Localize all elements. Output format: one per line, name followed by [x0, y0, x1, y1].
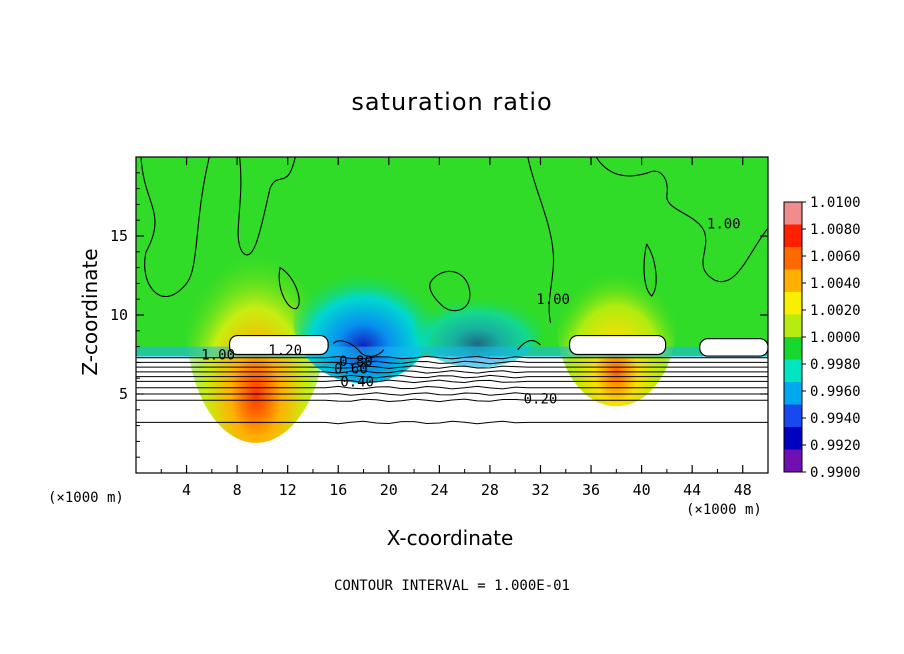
contour-label-7: 1.00 [536, 292, 570, 308]
contour-label-2: 1.20 [268, 343, 302, 359]
colorbar-swatch-2 [784, 224, 802, 248]
cloud-patch-2 [568, 334, 667, 356]
contour-line-lower-2 [136, 360, 768, 365]
colorbar-swatch-11 [784, 427, 802, 450]
colorbar-swatch-3 [784, 247, 802, 270]
colorbar-label-2: 1.0080 [810, 222, 861, 238]
colorbar-swatch-12 [784, 449, 802, 473]
x-tick-label-44: 44 [683, 481, 701, 499]
field-maximum-left [186, 202, 327, 443]
colorbar-label-5: 1.0020 [810, 303, 861, 319]
colorbar-label-4: 1.0040 [810, 276, 861, 292]
colorbar-swatch-4 [784, 269, 802, 293]
colorbar-swatch-5 [784, 292, 802, 315]
contour-label-6: 0.20 [524, 392, 558, 408]
contour-upper-left-3 [278, 266, 300, 310]
contour-line-lower-7 [136, 385, 768, 390]
x-unit-right: (×1000 m) [686, 502, 762, 518]
x-tick-label-16: 16 [329, 481, 347, 499]
colorbar-label-8: 0.9960 [810, 384, 861, 400]
x-tick-label-8: 8 [233, 481, 242, 499]
contour-upper-left-2 [237, 157, 296, 256]
field-maximum-right [556, 236, 677, 407]
x-tick-label-32: 32 [531, 481, 549, 499]
x-tick-label-24: 24 [430, 481, 448, 499]
contour-label-5: 0.40 [340, 374, 374, 390]
contour-label-8: 1.00 [707, 216, 741, 232]
contour-interval-note: CONTOUR INTERVAL = 1.000E-01 [333, 578, 570, 594]
x-tick-label-12: 12 [279, 481, 297, 499]
colorbar-label-11: 0.9900 [810, 465, 861, 481]
x-tick-label-36: 36 [582, 481, 600, 499]
contour-upper-right-small [643, 243, 657, 297]
colorbar-swatch-6 [784, 314, 802, 338]
colorbar-label-7: 0.9980 [810, 357, 861, 373]
contour-line-lower-6 [136, 379, 768, 384]
colorbar-label-9: 0.9940 [810, 411, 861, 427]
contour-cloud-edge-right [517, 340, 541, 351]
contour-upper-center-right [527, 157, 555, 324]
colorbar-swatch-10 [784, 404, 802, 428]
colorbar-label-3: 1.0060 [810, 249, 861, 265]
y-tick-label-10: 10 [110, 306, 128, 324]
x-tick-label-20: 20 [380, 481, 398, 499]
contour-line-lower-9 [136, 398, 768, 403]
y-tick-label-15: 15 [110, 227, 128, 245]
colorbar-swatch-9 [784, 382, 802, 405]
colorbar-label-1: 1.0100 [810, 195, 861, 211]
colorbar-swatch-8 [784, 359, 802, 383]
x-tick-label-4: 4 [182, 481, 191, 499]
contour-label-4: 0.60 [334, 362, 368, 378]
x-axis-label: X-coordinate [386, 526, 514, 550]
contour-line-lower-1 [136, 355, 768, 360]
x-tick-label-28: 28 [481, 481, 499, 499]
field-boundary-band [136, 346, 768, 358]
colorbar-swatch-7 [784, 337, 802, 360]
contour-upper-left-1 [140, 157, 210, 297]
contour-line-lower-5 [136, 374, 768, 379]
x-unit-left: (×1000 m) [48, 490, 124, 506]
contour-label-1: 1.00 [201, 348, 235, 364]
contour-line-lower-8 [136, 392, 768, 396]
chart-title: saturation ratio [351, 88, 553, 116]
contour-upper-right [595, 157, 768, 283]
y-tick-label-5: 5 [119, 385, 128, 403]
cloud-patch-1 [228, 334, 329, 356]
x-tick-label-40: 40 [633, 481, 651, 499]
colorbar-swatch-1 [784, 202, 802, 225]
x-tick-label-48: 48 [734, 481, 752, 499]
cloud-patch-3 [699, 338, 768, 357]
contour-line-lower-3 [136, 365, 768, 369]
y-axis-label: Z-coordinate [78, 248, 102, 376]
contour-line-lower-4 [136, 370, 768, 374]
contour-label-3: 0.80 [339, 354, 373, 370]
colorbar-label-10: 0.9920 [810, 438, 861, 454]
contour-cloud-edge-center [332, 340, 385, 357]
contour-upper-center-blob [429, 270, 471, 312]
contour-line-lower-10 [136, 420, 768, 425]
colorbar-label-6: 1.0000 [810, 330, 861, 346]
